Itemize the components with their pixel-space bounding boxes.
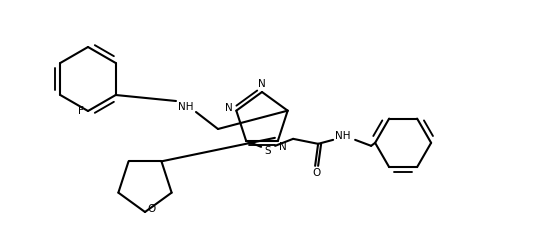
Text: N: N xyxy=(225,103,232,113)
Text: N: N xyxy=(258,79,266,89)
Text: O: O xyxy=(312,168,320,178)
Text: O: O xyxy=(148,204,156,214)
Text: N: N xyxy=(279,142,287,152)
Text: NH: NH xyxy=(335,131,351,141)
Text: NH: NH xyxy=(178,102,194,112)
Text: S: S xyxy=(265,146,271,156)
Text: F: F xyxy=(78,106,84,116)
